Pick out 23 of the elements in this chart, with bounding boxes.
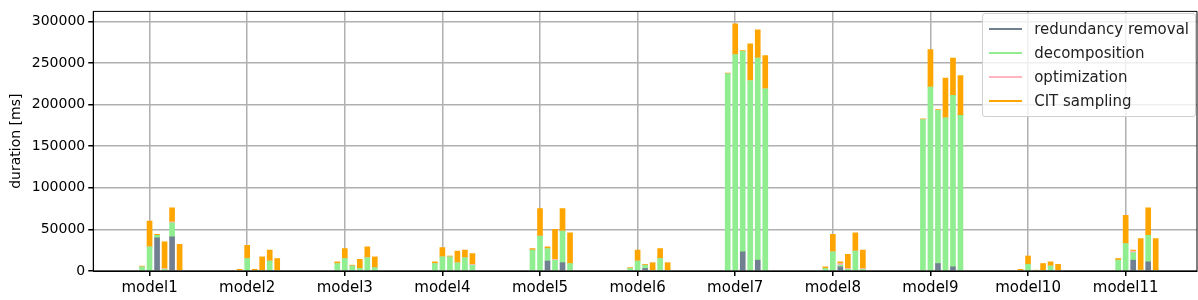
x-tick-label: model3 xyxy=(316,277,373,296)
y-tick-label: 200000 xyxy=(31,95,86,112)
y-tick-label: 50000 xyxy=(40,220,86,237)
x-tick-label: model2 xyxy=(219,277,276,296)
y-tick-label: 250000 xyxy=(31,53,86,70)
legend-label: redundancy removal xyxy=(1034,20,1189,38)
x-tick-label: model6 xyxy=(609,277,666,296)
y-tick-label: 150000 xyxy=(31,136,86,153)
x-tick-label: model11 xyxy=(1092,277,1159,296)
legend-label: decomposition xyxy=(1034,44,1145,62)
legend-label: CIT sampling xyxy=(1034,92,1132,110)
x-tick-label: model1 xyxy=(121,277,178,296)
x-tick-label: model7 xyxy=(707,277,764,296)
x-tick-label: model4 xyxy=(414,277,471,296)
y-tick-label: 300000 xyxy=(31,12,86,29)
x-tick-label: model9 xyxy=(902,277,959,296)
x-tick-label: model8 xyxy=(804,277,861,296)
y-tick-label: 100000 xyxy=(31,178,86,195)
legend-label: optimization xyxy=(1034,68,1128,86)
x-tick-label: model5 xyxy=(511,277,569,296)
y-tick-label: 0 xyxy=(76,261,86,278)
y-axis-title: duration [ms] xyxy=(7,93,24,189)
x-tick-label: model10 xyxy=(995,277,1061,296)
